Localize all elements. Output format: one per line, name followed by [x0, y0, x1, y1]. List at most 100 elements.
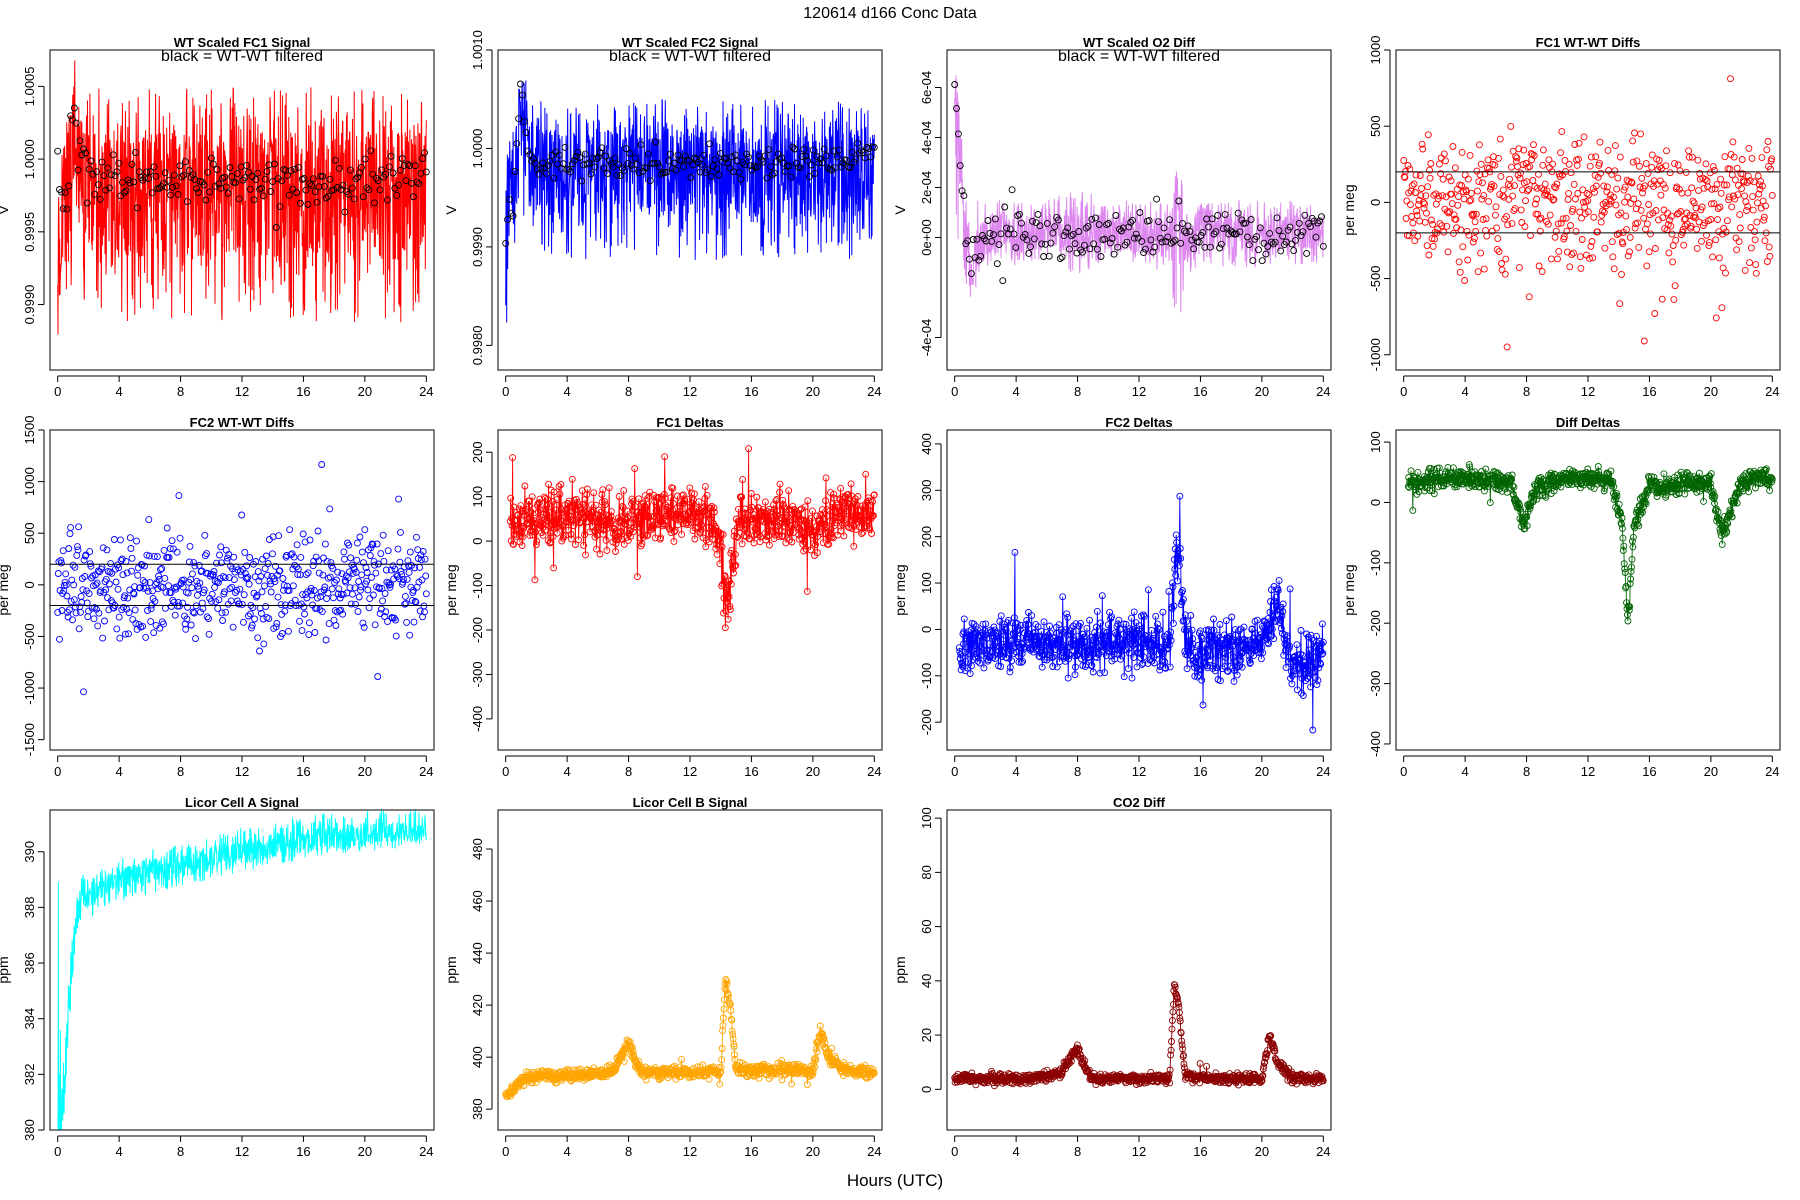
data-point: [1279, 600, 1287, 608]
chart-title: WT Scaled O2 Diff: [1083, 35, 1196, 50]
data-point: [1479, 216, 1487, 223]
data-point: [1028, 612, 1036, 620]
data-point: [326, 505, 334, 513]
data-point: [1472, 471, 1480, 479]
data-point: [1642, 160, 1650, 168]
data-point: [1491, 468, 1499, 476]
data-point: [60, 587, 68, 595]
data-point: [1477, 160, 1485, 168]
data-point: [1165, 641, 1173, 649]
series-black: [502, 80, 878, 247]
data-point: [1163, 641, 1171, 649]
data-point: [1550, 196, 1558, 203]
data-point: [1310, 217, 1318, 225]
data-point: [148, 189, 156, 197]
data-point: [1452, 215, 1460, 223]
data-point: [718, 543, 726, 551]
data-point: [1444, 248, 1452, 256]
x-tick-label: 12: [235, 1144, 249, 1159]
data-point: [728, 547, 736, 555]
data-point: [396, 558, 404, 566]
data-point: [1617, 510, 1625, 517]
x-tick-label: 16: [296, 384, 310, 399]
data-point: [285, 587, 293, 595]
data-point: [761, 152, 769, 160]
data-point: [1618, 514, 1626, 522]
data-point: [536, 495, 544, 503]
data-point: [1536, 227, 1544, 235]
data-point: [150, 629, 158, 637]
data-point: [545, 480, 553, 488]
data-point: [233, 586, 241, 594]
x-tick-label: 24: [1316, 384, 1330, 399]
data-point: [184, 589, 192, 597]
x-axis: 0 4 8 12 16 20 24: [951, 755, 1331, 779]
data-point: [339, 590, 347, 598]
data-point: [1611, 167, 1619, 175]
data-point: [1269, 240, 1277, 248]
x-tick-label: 4: [116, 1144, 123, 1159]
data-point: [358, 571, 366, 579]
data-point: [721, 624, 729, 632]
data-point: [274, 593, 282, 601]
data-point: [1495, 248, 1503, 256]
data-point: [200, 181, 208, 189]
data-point: [94, 181, 102, 189]
data-point: [1262, 250, 1270, 258]
data-point: [1298, 674, 1306, 682]
data-point: [1663, 147, 1670, 155]
data-point: [967, 270, 975, 278]
data-point: [559, 160, 567, 168]
data-point: [1129, 216, 1136, 224]
data-point: [511, 522, 519, 530]
data-point: [86, 548, 94, 556]
data-point: [1408, 182, 1416, 190]
data-point: [1214, 631, 1222, 639]
data-point: [230, 576, 238, 584]
data-point: [274, 175, 282, 183]
data-point: [1762, 202, 1770, 210]
data-point: [1751, 236, 1759, 244]
data-point: [1108, 235, 1116, 242]
data-point: [579, 513, 587, 521]
data-point: [296, 617, 303, 625]
data-point: [411, 598, 419, 605]
data-point: [116, 634, 124, 642]
data-point: [567, 530, 575, 538]
data-point: [184, 603, 191, 611]
data-point: [365, 186, 373, 194]
data-point: [1189, 635, 1197, 643]
data-point: [1201, 243, 1209, 251]
data-point: [114, 585, 122, 593]
data-point: [1570, 180, 1578, 188]
data-point: [1619, 546, 1627, 554]
data-point: [1752, 261, 1760, 269]
data-point: [571, 541, 579, 548]
x-tick-label: 12: [235, 764, 249, 779]
data-point: [654, 494, 662, 502]
data-point: [1467, 196, 1475, 204]
data-point: [1544, 220, 1552, 228]
data-point: [56, 635, 63, 643]
data-point: [82, 149, 89, 157]
data-point: [1709, 253, 1717, 261]
data-point: [1024, 621, 1032, 628]
data-point: [1164, 637, 1172, 645]
data-point: [523, 519, 531, 527]
data-point: [1045, 252, 1053, 260]
data-point: [530, 155, 537, 163]
data-point: [846, 163, 854, 171]
data-point: [1539, 161, 1547, 169]
data-point: [54, 147, 62, 155]
data-point: [754, 527, 762, 535]
data-point: [1530, 152, 1538, 159]
data-point: [636, 517, 644, 525]
data-point: [208, 590, 216, 598]
data-point: [1591, 188, 1598, 196]
data-point: [650, 159, 658, 167]
data-point: [1103, 629, 1111, 636]
data-point: [1304, 663, 1312, 670]
data-point: [1061, 643, 1069, 651]
y-tick-label: -100: [1368, 550, 1383, 576]
data-point: [1198, 676, 1206, 684]
